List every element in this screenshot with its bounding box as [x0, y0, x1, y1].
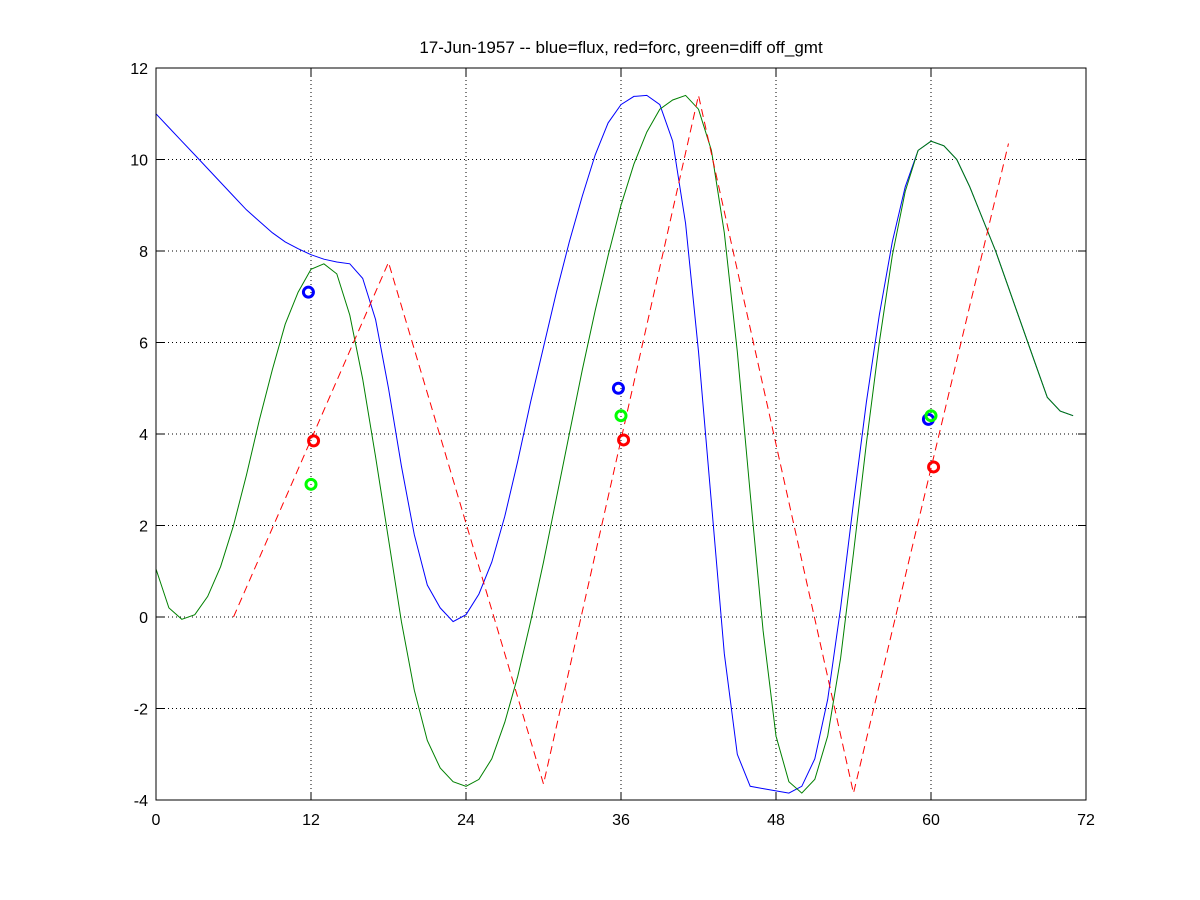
marker-red	[307, 434, 321, 448]
x-tick-label: 12	[302, 812, 320, 829]
y-tick-label: 2	[139, 519, 148, 536]
y-tick-label: 12	[130, 61, 148, 78]
x-tick-label: 60	[922, 812, 940, 829]
x-tick-label: 36	[612, 812, 630, 829]
marker-blue	[611, 381, 625, 395]
x-tick-label: 72	[1077, 812, 1095, 829]
marker-lightgreen	[924, 409, 938, 423]
y-tick-label: 10	[130, 153, 148, 170]
marker-blue	[301, 285, 315, 299]
marker-red	[927, 460, 941, 474]
y-tick-label: 6	[139, 336, 148, 353]
y-tick-labels: -4 -2 0 2 4 6 8 10 12	[130, 61, 148, 810]
x-tick-label: 48	[767, 812, 785, 829]
x-tick-label: 24	[457, 812, 475, 829]
axis-ticks	[155, 67, 1087, 801]
chart-title: 17-Jun-1957 -- blue=flux, red=forc, gree…	[419, 38, 823, 57]
y-tick-label: 4	[139, 427, 148, 444]
marker-layer	[301, 285, 941, 491]
series-line-green	[155, 94, 1074, 794]
marker-red	[617, 433, 631, 447]
series-layer	[155, 94, 1074, 794]
marker-lightgreen	[614, 409, 628, 423]
y-tick-label: -4	[134, 793, 148, 810]
x-tick-label: 0	[152, 812, 161, 829]
y-tick-label: -2	[134, 702, 148, 719]
series-line-red	[233, 95, 1009, 794]
x-tick-labels: 0 12 24 36 48 60 72	[152, 812, 1095, 829]
y-tick-label: 0	[139, 610, 148, 627]
y-tick-label: 8	[139, 244, 148, 261]
marker-lightgreen	[304, 477, 318, 491]
